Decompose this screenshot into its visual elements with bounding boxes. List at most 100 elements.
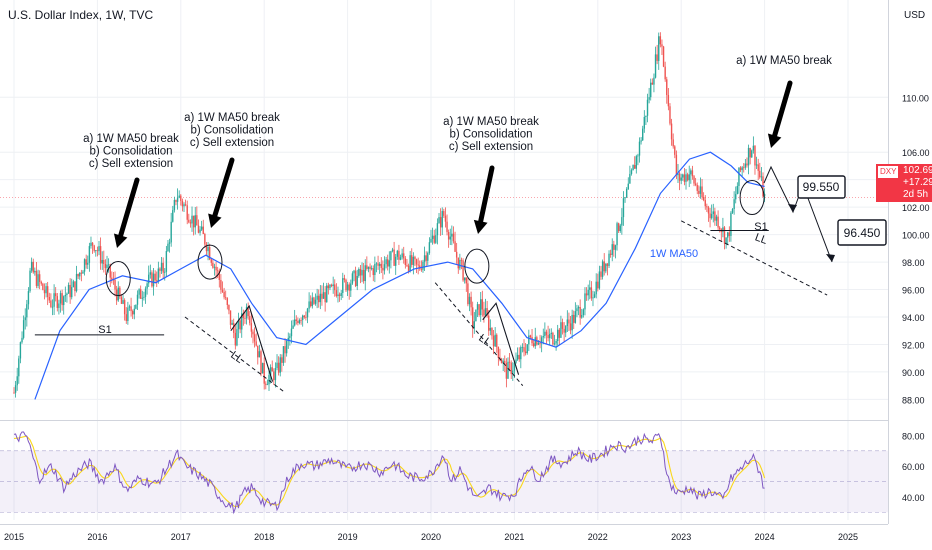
candle-body [396, 250, 399, 257]
candle-body [739, 167, 742, 171]
candle-body [205, 244, 208, 252]
price-change: +17.29% [903, 177, 932, 188]
candle-body [699, 186, 702, 194]
candle-body [330, 284, 333, 287]
candle-body [311, 297, 314, 307]
candle-body [34, 270, 36, 273]
candle-body [452, 233, 455, 242]
ll-label: LL [476, 332, 493, 349]
candle-body [276, 362, 278, 369]
pattern-2016-text: b) Consolidation [89, 146, 172, 158]
candle-body [431, 235, 434, 239]
candle-body [667, 95, 670, 107]
candles [13, 32, 766, 398]
candle-body [188, 219, 190, 223]
candle-body [403, 253, 405, 259]
candle-body [138, 289, 140, 295]
candle-body [245, 306, 248, 319]
candle-body [293, 319, 296, 326]
candle-body [172, 210, 174, 222]
candle-body [502, 360, 504, 364]
candle-body [512, 370, 514, 375]
candle-body [202, 226, 204, 234]
candle-body [130, 306, 132, 312]
candle-body [614, 245, 617, 250]
candle-body [654, 54, 657, 78]
candle-body [446, 221, 448, 233]
candle-body [595, 281, 597, 295]
candle-body [313, 297, 315, 304]
candle-body [327, 285, 330, 289]
candle-body [537, 343, 540, 345]
candle-body [140, 289, 142, 299]
candle-body [103, 259, 105, 264]
candle-body [183, 204, 185, 207]
x-tick-label: 2020 [421, 532, 441, 542]
candle-body [470, 296, 472, 308]
candle-body [69, 284, 71, 298]
candle-body [298, 320, 301, 324]
candle-body [404, 258, 407, 266]
candle-body [718, 227, 721, 230]
candle-body [95, 250, 97, 252]
candle-body [90, 242, 92, 247]
candle-body [359, 268, 362, 276]
candle-body [274, 368, 277, 381]
candle-body [757, 164, 759, 171]
candle-body [571, 314, 573, 331]
candle-body [88, 246, 91, 263]
candle-body [488, 315, 490, 331]
candle-body [75, 274, 78, 292]
candle-body [316, 295, 318, 300]
candle-body [561, 322, 564, 329]
candle-body [451, 233, 453, 237]
candle-body [747, 147, 750, 166]
chart-title: U.S. Dollar Index, 1W, TVC [8, 8, 154, 22]
candle-body [281, 357, 283, 363]
candle-body [176, 197, 179, 202]
candle-body [215, 266, 217, 271]
candle-body [524, 351, 527, 354]
candle-body [83, 259, 86, 272]
candle-body [619, 225, 621, 232]
candle-body [414, 256, 416, 260]
candle-body [581, 315, 583, 318]
candle-body [306, 308, 309, 318]
candle-body [120, 297, 123, 304]
candle-body [393, 249, 395, 266]
rsi-tick-label: 60.00 [902, 462, 925, 472]
candle-body [305, 317, 307, 319]
price-badge: DXY 102.697 +17.29% 2d 5h [876, 164, 932, 202]
candle-body [273, 371, 275, 381]
candle-body [755, 164, 758, 166]
candle-body [319, 293, 322, 303]
candle-body [406, 265, 408, 266]
arrow-shaft [118, 177, 140, 239]
candle-body [265, 383, 267, 385]
candle-body [343, 278, 346, 280]
candle-body [380, 263, 382, 268]
candle-body [428, 242, 431, 253]
candle-body [146, 283, 148, 289]
candle-body [196, 215, 198, 226]
candle-body [494, 334, 496, 347]
candle-body [462, 260, 464, 281]
candle-body [136, 294, 139, 305]
candle-body [633, 164, 636, 169]
candle-body [257, 345, 259, 358]
y-tick-label: 96.00 [902, 286, 925, 296]
candle-body [59, 293, 62, 304]
candle-body [484, 308, 487, 316]
candle-body [148, 274, 150, 284]
x-tick-label: 2017 [171, 532, 191, 542]
candle-body [670, 123, 673, 140]
candle-body [491, 327, 493, 336]
candle-body [290, 328, 293, 337]
candle-body [354, 270, 357, 286]
candle-body [225, 297, 227, 299]
candle-body [624, 197, 626, 199]
candle-body [292, 325, 294, 329]
candle-body [366, 265, 368, 269]
candle-body [539, 343, 541, 344]
candle-body [340, 292, 342, 296]
